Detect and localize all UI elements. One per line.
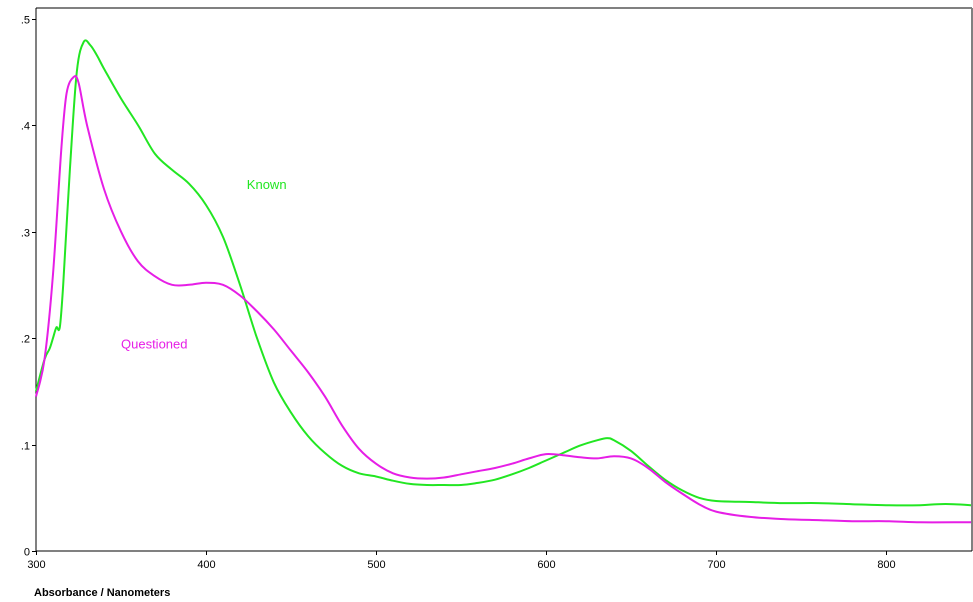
y-tick-label: .5 xyxy=(21,15,30,27)
y-tick-label: 0 xyxy=(24,547,30,559)
x-tick-label: 300 xyxy=(27,559,45,571)
series-line-questioned xyxy=(35,75,971,524)
y-tick-label: .2 xyxy=(21,334,30,346)
x-tick-label: 500 xyxy=(367,559,385,571)
y-tick-label: .1 xyxy=(21,441,30,453)
x-tick-label: 800 xyxy=(877,559,895,571)
x-tick-label: 400 xyxy=(197,559,215,571)
y-tick-label: .4 xyxy=(21,121,30,133)
axes: 0 .1 .2 .3 .4 .5 300 400 500 600 700 800 xyxy=(21,7,973,571)
x-tick-label: 700 xyxy=(707,559,725,571)
series-label-questioned: Questioned xyxy=(121,337,188,352)
x-axis-title: Absorbance / Nanometers xyxy=(34,587,170,599)
series-layer: Known Questioned xyxy=(35,39,972,524)
x-tick-label: 600 xyxy=(537,559,555,571)
y-tick-label: .3 xyxy=(21,228,30,240)
series-line-known xyxy=(35,39,972,507)
series-label-known: Known xyxy=(247,177,287,192)
